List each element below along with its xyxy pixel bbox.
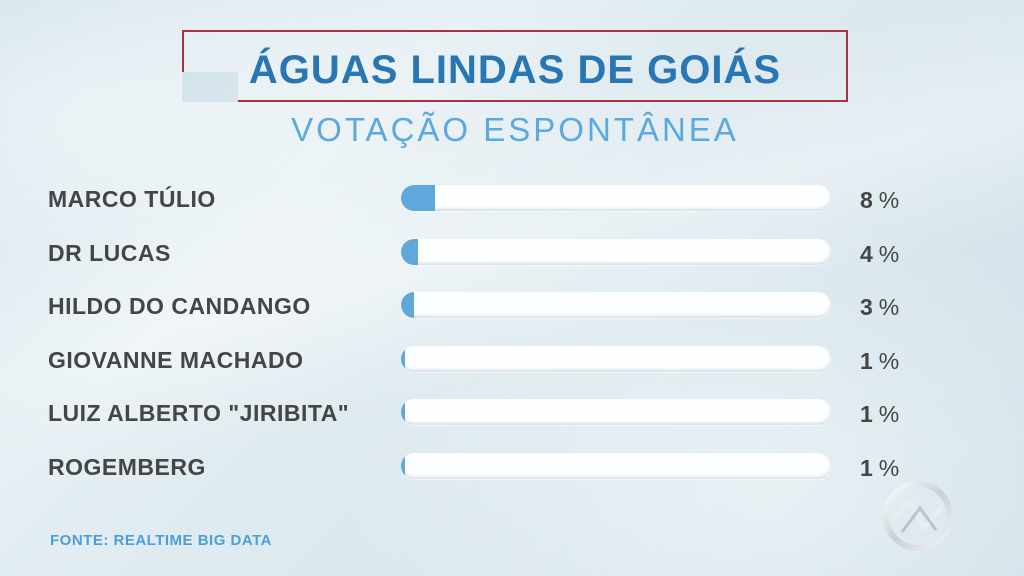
bar-track	[401, 399, 831, 425]
bar-label: ROGEMBERG	[48, 454, 206, 480]
bar-value-label: 4%	[860, 241, 900, 267]
source-note: FONTE: REALTIME BIG DATA	[50, 532, 272, 549]
bar-label: MARCO TÚLIO	[48, 186, 216, 212]
bar-value-label: 1%	[860, 401, 900, 427]
bar	[401, 292, 414, 318]
broadcaster-logo-icon	[883, 481, 953, 551]
bar	[401, 399, 406, 425]
bar-value-label: 1%	[860, 455, 900, 481]
bar	[401, 185, 436, 211]
bar-value-label: 3%	[860, 294, 900, 320]
bar-value-label: 8%	[860, 187, 900, 213]
bar-label: LUIZ ALBERTO "JIRIBITA"	[48, 400, 350, 426]
bar	[401, 346, 406, 372]
title-frame	[182, 30, 848, 102]
chart-subtitle: VOTAÇÃO ESPONTÂNEA	[291, 111, 739, 148]
chart-title: ÁGUAS LINDAS DE GOIÁS	[248, 48, 782, 92]
bar	[401, 453, 406, 479]
bar-label: DR LUCAS	[48, 240, 171, 266]
bar-track	[401, 346, 831, 372]
bar-label: GIOVANNE MACHADO	[48, 347, 304, 373]
bar-track	[401, 292, 831, 318]
bar-label: HILDO DO CANDANGO	[48, 293, 311, 319]
bar-track	[401, 239, 831, 265]
bar-value-label: 1%	[860, 348, 900, 374]
bar-track	[401, 185, 831, 211]
bar	[401, 239, 419, 265]
bar-track	[401, 453, 831, 479]
